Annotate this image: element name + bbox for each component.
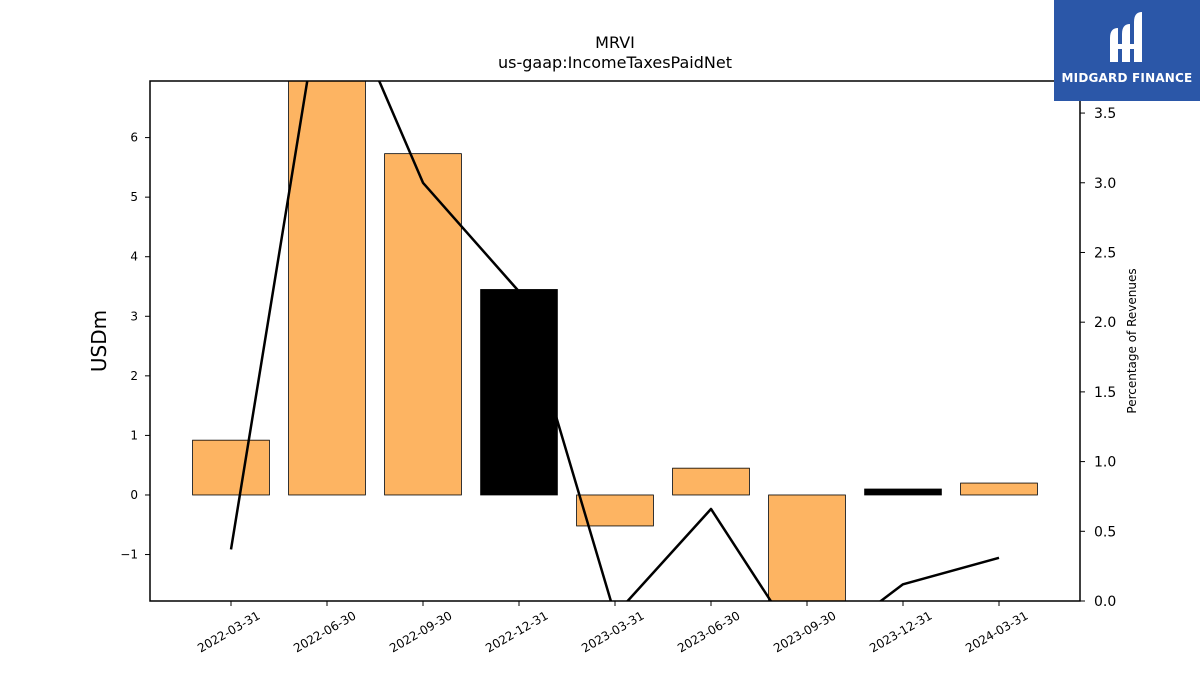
logo: MIDGARD FINANCE — [1054, 0, 1200, 101]
bar-2023-03-31 — [576, 494, 654, 527]
x-tick-label: 2022-03-31 — [195, 608, 262, 655]
bar-2022-12-31 — [480, 289, 558, 496]
y2-tick-label: 0.0 — [1094, 594, 1116, 610]
bar-2023-12-31 — [864, 488, 942, 496]
y-tick-label: 1 — [130, 428, 138, 442]
y2-axis-label: Percentage of Revenues — [1125, 268, 1139, 413]
bar-2024-03-31 — [960, 482, 1038, 496]
y-tick-label: 5 — [130, 190, 138, 204]
y-tick-label: 3 — [130, 309, 138, 323]
x-tick-label: 2024-03-31 — [963, 608, 1030, 655]
y2-tick-label: 1.5 — [1094, 385, 1116, 401]
y2-tick-label: 0.5 — [1094, 524, 1116, 540]
y-tick-label: 6 — [130, 131, 138, 145]
y-tick-label: −1 — [120, 548, 138, 562]
y2-tick-label: 3.5 — [1094, 106, 1116, 122]
x-tick-label: 2022-06-30 — [291, 608, 358, 655]
chart-title: MRVI — [595, 33, 635, 52]
bar-2022-06-30 — [288, 81, 366, 496]
bar-2022-03-31 — [192, 439, 270, 496]
bar-2023-06-30 — [672, 467, 750, 496]
y2-tick-label: 2.0 — [1094, 315, 1116, 331]
bar-2023-09-30 — [768, 494, 846, 601]
y-axis-label: USDm — [87, 310, 111, 372]
x-tick-label: 2023-09-30 — [771, 608, 838, 655]
logo-text: MIDGARD FINANCE — [1061, 71, 1193, 85]
y-tick-label: 2 — [130, 369, 138, 383]
chart-subtitle: us-gaap:IncomeTaxesPaidNet — [498, 53, 732, 72]
y-tick-label: 4 — [130, 250, 138, 264]
y2-tick-label: 1.0 — [1094, 455, 1116, 471]
midgard-logo-icon — [1110, 12, 1142, 62]
y2-tick-label: 2.5 — [1094, 245, 1116, 261]
x-tick-label: 2022-12-31 — [483, 608, 550, 655]
y-tick-label: 0 — [130, 488, 138, 502]
x-tick-label: 2022-09-30 — [387, 608, 454, 655]
bar-2022-09-30 — [384, 153, 462, 496]
x-tick-label: 2023-06-30 — [675, 608, 742, 655]
y2-tick-label: 3.0 — [1094, 176, 1116, 192]
x-tick-label: 2023-12-31 — [867, 608, 934, 655]
x-tick-label: 2023-03-31 — [579, 608, 646, 655]
